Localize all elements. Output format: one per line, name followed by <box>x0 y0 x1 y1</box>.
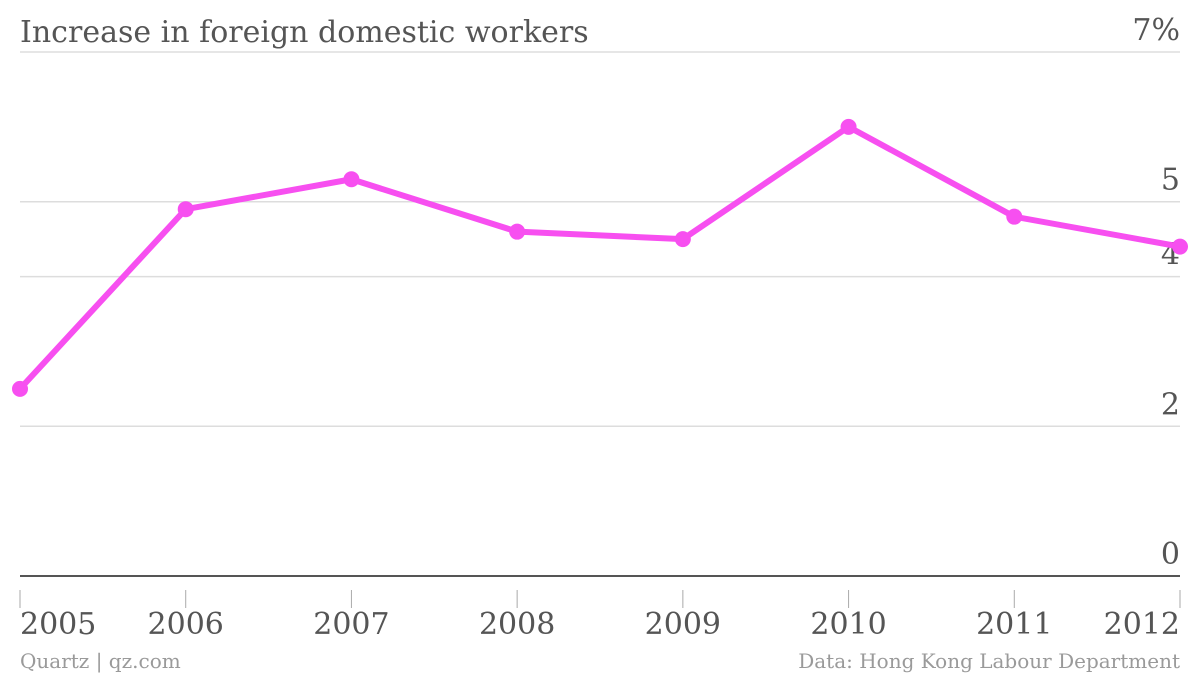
data-source: Data: Hong Kong Labour Department <box>798 649 1180 673</box>
chart-title: Increase in foreign domestic workers <box>20 15 589 50</box>
data-point <box>1172 238 1188 255</box>
x-tick-label: 2010 <box>810 607 886 642</box>
x-axis-ticks: 2005 2006 2007 2008 2009 2010 2011 2012 <box>19 590 1181 642</box>
y-tick-label: 0 <box>1161 537 1180 572</box>
x-tick-label: 2007 <box>313 607 389 642</box>
gridlines <box>20 51 1180 428</box>
x-tick-label: 2008 <box>479 607 555 642</box>
data-point <box>343 171 360 188</box>
x-tick-label: 2011 <box>976 607 1052 642</box>
data-point <box>674 231 691 248</box>
x-tick-label: 2009 <box>645 607 721 642</box>
y-tick-label: 7% <box>1132 13 1180 48</box>
y-tick-label: 2 <box>1161 387 1180 422</box>
x-tick-label: 2005 <box>20 607 96 642</box>
series-line <box>17 123 1183 392</box>
data-point <box>177 201 194 218</box>
data-point <box>12 380 28 397</box>
data-point <box>840 118 857 135</box>
data-point <box>1006 208 1023 225</box>
data-point <box>509 223 526 240</box>
series-layer <box>12 118 1188 397</box>
x-tick-label: 2012 <box>1104 607 1180 642</box>
x-tick-label: 2006 <box>148 607 224 642</box>
y-tick-label: 5 <box>1161 163 1180 198</box>
source-credit: Quartz | qz.com <box>20 649 181 674</box>
